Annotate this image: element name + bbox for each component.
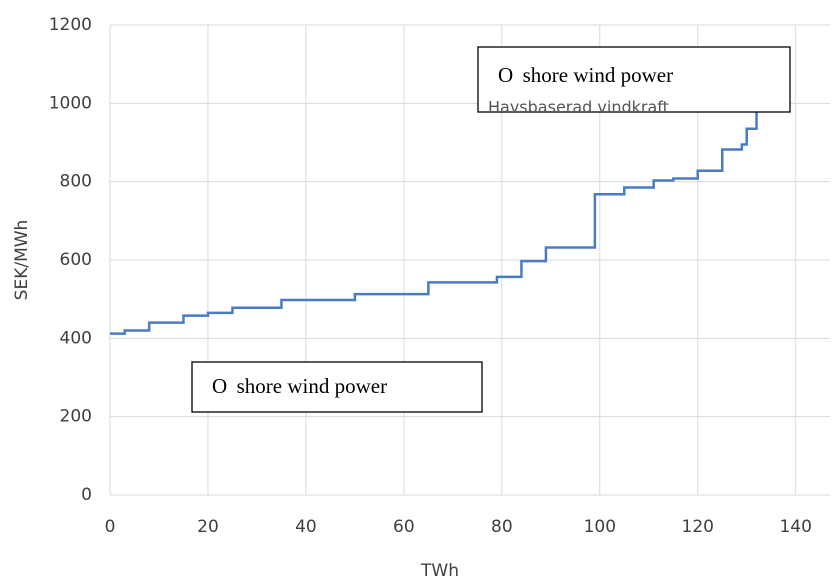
x-tick-label: 0 [105, 517, 116, 537]
annotation: O shore wind power [498, 63, 673, 87]
annotations: O shore wind power Havsbaserad vindkraft O… [191, 46, 791, 413]
plot [110, 107, 758, 335]
y-tick-label: 0 [81, 485, 92, 505]
x-axis-title: TWh [420, 561, 459, 581]
annotation: O shore wind power [212, 374, 387, 398]
y-tick-label: 200 [60, 407, 92, 427]
y-tick-label: 800 [60, 172, 92, 192]
x-tick-label: 120 [682, 517, 714, 537]
annotation-box [191, 361, 483, 413]
ticks: 0 200 400 600 800 1000 1200 0 20 40 60 80 100 120 140 [49, 15, 812, 537]
x-tick-label: 80 [491, 517, 513, 537]
x-tick-label: 140 [779, 517, 811, 537]
data-line [110, 107, 758, 335]
x-tick-label: 20 [197, 517, 219, 537]
y-tick-label: 600 [60, 250, 92, 270]
y-axis-title: SEK/MWh [12, 220, 32, 301]
y-tick-label: 1200 [49, 15, 92, 35]
annotation: Havsbaserad vindkraft [488, 98, 669, 117]
y-tick-label: 400 [60, 328, 92, 348]
y-tick-label: 1000 [49, 93, 92, 113]
x-tick-label: 60 [393, 517, 415, 537]
x-tick-label: 40 [295, 517, 317, 537]
x-tick-label: 100 [584, 517, 616, 537]
annotation-box [477, 46, 791, 113]
